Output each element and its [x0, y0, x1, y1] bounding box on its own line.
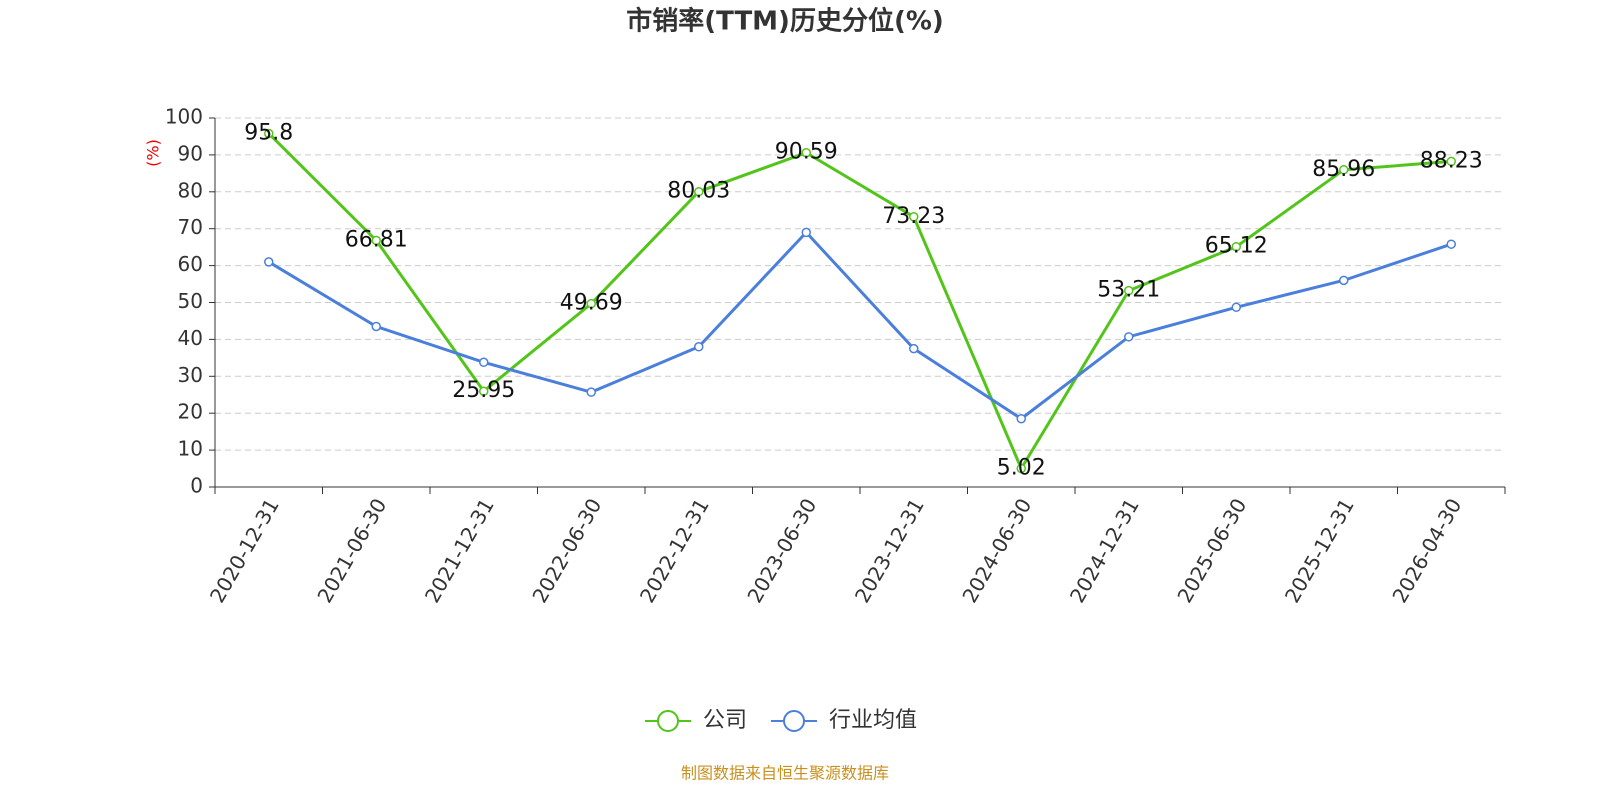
data-label: 90.59: [775, 140, 838, 165]
x-tick-label: 2022-06-30: [527, 494, 606, 607]
data-point: [264, 128, 274, 139]
data-point: [586, 387, 596, 397]
data-point: [586, 298, 596, 309]
legend-label: 公司: [703, 708, 747, 733]
data-point: [909, 212, 919, 222]
x-tick-label: 2020-12-31: [205, 494, 284, 607]
data-label: 95.8: [244, 120, 293, 145]
x-tick-label: 2025-06-30: [1172, 494, 1251, 607]
data-point: [909, 343, 919, 354]
data-point: [801, 227, 811, 238]
data-point: [801, 147, 811, 158]
data-label: 80.03: [667, 179, 730, 204]
data-point: [694, 342, 704, 352]
x-tick-label: 2023-12-31: [850, 494, 929, 607]
y-tick-label: 90: [178, 141, 203, 165]
y-axis-label: (%): [144, 139, 163, 167]
chart-title: 市销率(TTM)历史分位(%): [626, 6, 944, 37]
series-line: [267, 132, 1452, 472]
y-tick-label: 80: [178, 178, 203, 202]
y-tick-label: 100: [165, 105, 203, 129]
data-point: [1231, 241, 1241, 252]
legend-label: 行业均值: [829, 708, 917, 733]
data-point: [479, 357, 489, 368]
data-label: 65.12: [1205, 234, 1268, 259]
legend-marker: [783, 710, 806, 732]
y-tick-label: 50: [178, 289, 203, 313]
y-tick-label: 30: [178, 363, 203, 387]
y-tick-label: 10: [178, 437, 203, 461]
data-point: [1231, 302, 1241, 313]
source-note: 制图数据来自恒生聚源数据库: [681, 764, 889, 783]
y-tick-label: 20: [178, 400, 203, 424]
data-label: 88.23: [1420, 148, 1483, 173]
x-tick-label: 2026-04-30: [1387, 494, 1466, 607]
y-tick-label: 40: [178, 326, 203, 350]
data-label: 73.23: [882, 204, 945, 229]
y-tick-label: 60: [178, 252, 203, 276]
data-label: 85.96: [1312, 157, 1375, 182]
x-tick-label: 2021-12-31: [420, 494, 499, 607]
data-point: [1446, 156, 1456, 167]
data-point: [371, 321, 381, 332]
data-label: 25.95: [452, 378, 515, 403]
data-label: 5.02: [997, 455, 1046, 480]
y-tick-label: 0: [190, 474, 203, 498]
data-point: [1016, 413, 1026, 424]
x-tick-label: 2022-12-31: [635, 494, 714, 607]
data-point: [264, 257, 274, 267]
data-point: [479, 386, 489, 396]
data-point: [1339, 275, 1349, 286]
x-tick-label: 2024-12-31: [1065, 494, 1144, 607]
data-point: [1124, 285, 1134, 296]
y-tick-label: 70: [178, 215, 203, 239]
data-label: 49.69: [560, 291, 623, 316]
data-point: [1016, 463, 1026, 474]
x-tick-label: 2025-12-31: [1280, 494, 1359, 607]
legend-marker: [657, 710, 679, 732]
x-tick-label: 2021-06-30: [312, 494, 391, 607]
series-line: [267, 230, 1452, 421]
data-label: 66.81: [345, 227, 408, 252]
data-point: [1124, 332, 1134, 342]
x-tick-label: 2023-06-30: [742, 494, 821, 607]
data-point: [371, 235, 381, 246]
data-point: [1339, 165, 1349, 175]
data-point: [694, 186, 704, 197]
data-point: [1446, 239, 1456, 249]
x-tick-label: 2024-06-30: [957, 494, 1036, 607]
data-label: 53.21: [1097, 278, 1160, 303]
